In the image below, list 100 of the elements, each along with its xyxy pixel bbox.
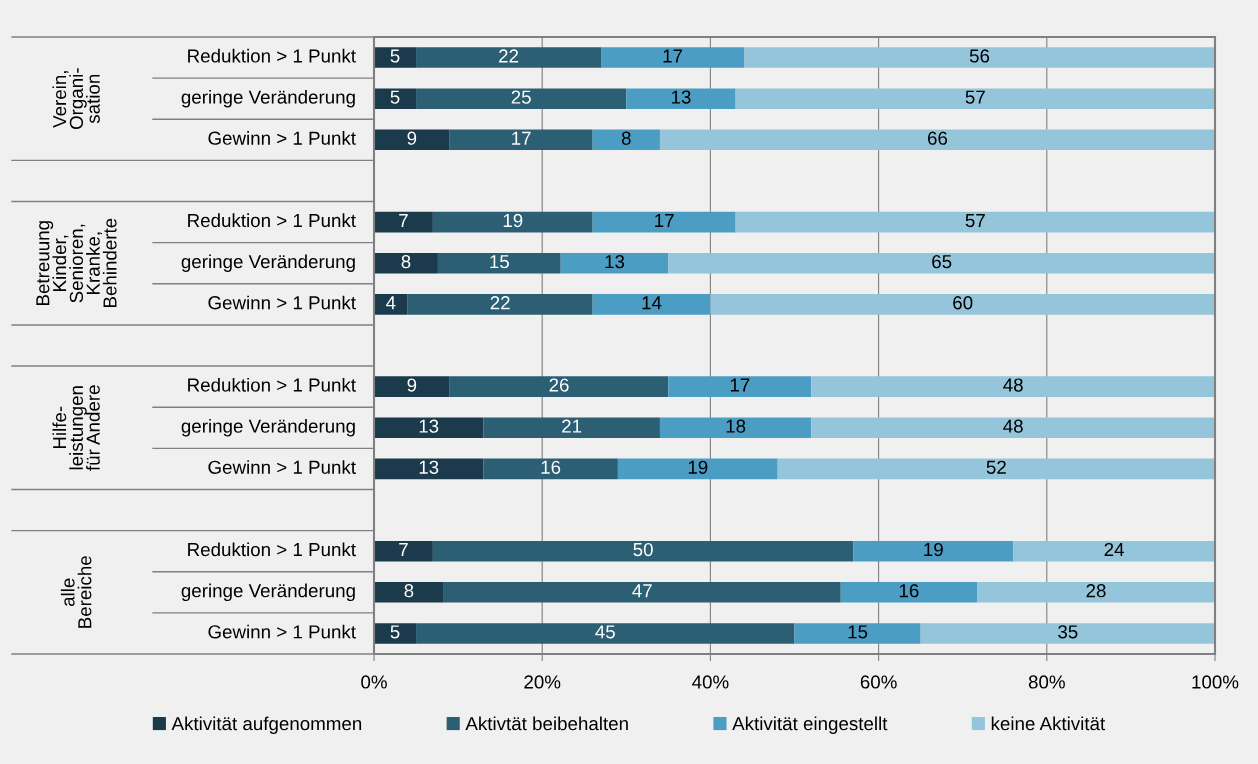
data-label: 21 [562, 419, 582, 433]
data-label: 14 [642, 296, 662, 310]
x-tick-label: 60% [860, 675, 897, 689]
y-tick-label: Gewinn > 1 Punkt [208, 624, 356, 639]
data-label: 15 [490, 255, 509, 269]
data-label: 56 [969, 49, 990, 63]
bar [374, 417, 484, 439]
text: Hilfe- leistungen für Andere [52, 385, 100, 471]
bar [592, 211, 736, 233]
data-label: 52 [986, 460, 1006, 474]
data-label: 19 [503, 213, 523, 228]
data-label: 50 [633, 542, 653, 557]
data-label: 5 [390, 49, 400, 63]
bar [617, 458, 778, 480]
bar [560, 252, 669, 274]
data-label: 19 [924, 542, 943, 557]
bar [777, 458, 1215, 480]
data-label: 7 [399, 543, 408, 557]
bar [483, 458, 618, 480]
y-tick-label: Reduktion > 1 Punkt [188, 377, 356, 392]
bar [416, 623, 795, 644]
data-label: 13 [671, 90, 691, 104]
data-label: 57 [965, 90, 985, 104]
bar [601, 47, 745, 68]
data-label: 13 [419, 460, 439, 474]
y-tick-label: geringe Veränderung [181, 254, 355, 272]
bar [735, 211, 1215, 233]
data-label: 22 [490, 296, 510, 310]
bar [592, 129, 660, 151]
bar [437, 252, 561, 274]
bar [592, 294, 711, 315]
bar [449, 129, 593, 151]
bar [659, 417, 812, 439]
data-label: 65 [932, 254, 952, 269]
y-tick-label: Reduktion > 1 Punkt [188, 48, 356, 63]
bar [374, 129, 450, 151]
data-label: 7 [399, 214, 408, 227]
data-label: 26 [549, 378, 569, 392]
data-label: 5 [390, 625, 400, 639]
bar [449, 376, 669, 397]
bar [432, 540, 854, 562]
bar [374, 294, 408, 315]
bar [374, 47, 417, 68]
bar [668, 252, 1215, 274]
data-label: 66 [928, 131, 948, 145]
y-tick-label: geringe Veränderung [181, 583, 355, 602]
data-label: 47 [632, 584, 652, 598]
bar [374, 211, 433, 233]
bar [416, 88, 627, 109]
data-label: 57 [965, 214, 985, 228]
data-label: 18 [726, 419, 746, 433]
legend-label: Aktivität aufgenommen [171, 716, 362, 734]
bar [374, 376, 450, 397]
x-tick-label: 100% [1192, 675, 1239, 689]
bar [840, 582, 977, 603]
x-tick-label: 0% [361, 675, 387, 689]
data-label: 8 [401, 254, 411, 269]
data-label: 25 [511, 90, 531, 104]
y-tick-label: Reduktion > 1 Punkt [188, 542, 356, 557]
data-label: 19 [688, 460, 708, 474]
bar [483, 417, 660, 439]
bar [407, 294, 593, 315]
data-label: 35 [1058, 625, 1078, 639]
data-label: 16 [899, 584, 919, 598]
data-label: 24 [1104, 542, 1124, 557]
bar [416, 47, 602, 68]
data-label: 16 [541, 460, 561, 474]
data-label: 17 [663, 49, 683, 63]
bar [659, 129, 1215, 151]
y-tick-label: Gewinn > 1 Punkt [208, 460, 356, 474]
bar [668, 376, 812, 397]
data-label: 45 [595, 625, 615, 639]
data-label: 60 [953, 296, 973, 310]
bar [443, 582, 841, 603]
data-label: 17 [730, 378, 750, 392]
data-label: 13 [419, 419, 439, 433]
text: Betreuung Kinder, Senioren, Kranke, Behinderte [36, 218, 117, 308]
data-label: 22 [499, 49, 519, 63]
bar [977, 582, 1215, 603]
bar [374, 582, 444, 603]
data-label: 8 [404, 584, 414, 598]
data-label: 17 [512, 131, 531, 145]
legend-label: keine Aktivität [991, 716, 1106, 731]
bar [1013, 540, 1215, 562]
data-label: 28 [1086, 584, 1106, 598]
bar [853, 540, 1014, 562]
text: alle Bereiche [60, 556, 92, 628]
bar [374, 623, 417, 644]
bar [374, 88, 417, 109]
data-label: 48 [1003, 419, 1023, 433]
data-label: 9 [407, 378, 417, 392]
bar [735, 88, 1215, 109]
data-label: 17 [655, 214, 674, 227]
text: Verein, Organi- sation [52, 68, 100, 130]
data-label: 48 [1003, 378, 1023, 392]
x-tick-label: 20% [524, 675, 561, 689]
bar [710, 294, 1215, 315]
legend-label: Aktivtät beibehalten [465, 716, 628, 731]
bar [811, 376, 1215, 397]
legend-label: Aktivität eingestellt [732, 716, 888, 734]
